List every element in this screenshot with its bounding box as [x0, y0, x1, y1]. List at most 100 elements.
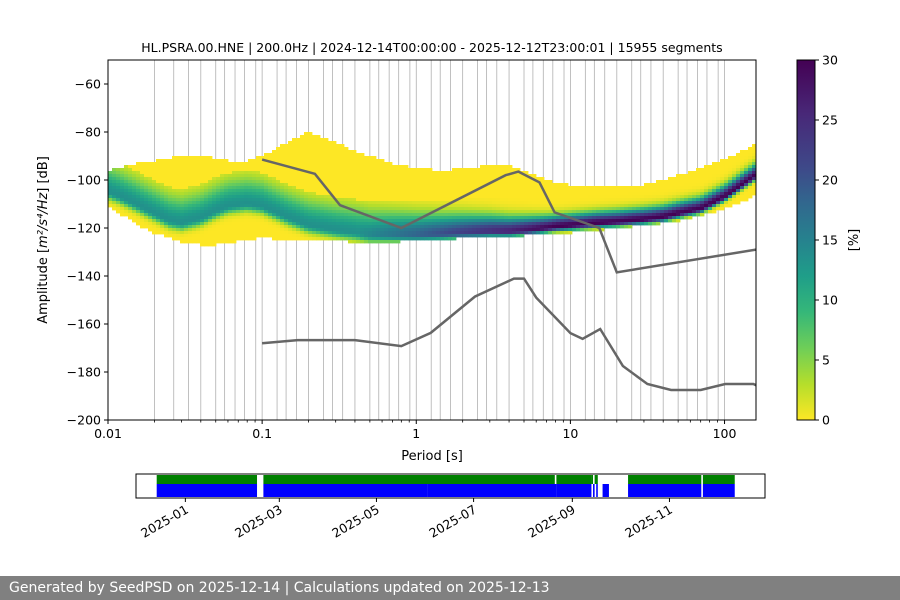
heatmap-cell [324, 237, 329, 241]
heatmap-cell [596, 210, 601, 214]
heatmap-cell [200, 237, 205, 241]
heatmap-cell [544, 219, 549, 223]
heatmap-cell [328, 174, 333, 178]
heatmap-cell [488, 213, 493, 217]
heatmap-cell [200, 234, 205, 238]
heatmap-cell [348, 213, 353, 217]
heatmap-cell [328, 225, 333, 229]
heatmap-cell [204, 231, 209, 235]
heatmap-cell [428, 183, 433, 187]
heatmap-cell [124, 198, 129, 202]
heatmap-cell [288, 228, 293, 232]
heatmap-cell [464, 225, 469, 229]
heatmap-cell [508, 180, 513, 184]
heatmap-cell [508, 204, 513, 208]
heatmap-cell [188, 168, 193, 172]
heatmap-cell [108, 183, 113, 187]
heatmap-cell [108, 180, 113, 184]
heatmap-cell [580, 225, 585, 229]
heatmap-cell [516, 177, 521, 181]
heatmap-cell [336, 216, 341, 220]
heatmap-cell [244, 165, 249, 169]
heatmap-cell [172, 171, 177, 175]
heatmap-cell [144, 198, 149, 202]
heatmap-cell [692, 171, 697, 175]
heatmap-cell [168, 177, 173, 181]
heatmap-cell [216, 204, 221, 208]
heatmap-cell [652, 189, 657, 193]
heatmap-cell [424, 171, 429, 175]
heatmap-cell [520, 189, 525, 193]
heatmap-cell [484, 201, 489, 205]
heatmap-cell [732, 192, 737, 196]
heatmap-cell [192, 168, 197, 172]
heatmap-cell [644, 219, 649, 223]
heatmap-cell [752, 165, 756, 169]
heatmap-cell [556, 204, 561, 208]
heatmap-cell [308, 222, 313, 226]
heatmap-cell [692, 198, 697, 202]
heatmap-cell [284, 204, 289, 208]
heatmap-cell [112, 177, 117, 181]
heatmap-cell [572, 195, 577, 199]
colorbar-tick-label: 0 [822, 413, 830, 428]
heatmap-cell [480, 171, 485, 175]
heatmap-cell [120, 210, 125, 214]
heatmap-cell [724, 183, 729, 187]
heatmap-cell [528, 225, 533, 229]
heatmap-cell [752, 174, 756, 178]
heatmap-cell [676, 180, 681, 184]
heatmap-cell [264, 174, 269, 178]
heatmap-cell [396, 231, 401, 235]
heatmap-cell [112, 189, 117, 193]
heatmap-cell [112, 183, 117, 187]
heatmap-cell [364, 201, 369, 205]
data-availability-timeline [156, 475, 735, 497]
heatmap-cell [532, 180, 537, 184]
heatmap-cell [668, 189, 673, 193]
heatmap-cell [428, 204, 433, 208]
heatmap-cell [752, 150, 756, 154]
heatmap-cell [520, 195, 525, 199]
heatmap-cell [400, 174, 405, 178]
heatmap-cell [216, 228, 221, 232]
heatmap-cell [532, 192, 537, 196]
heatmap-cell [152, 216, 157, 220]
heatmap-cell [404, 207, 409, 211]
heatmap-cell [204, 240, 209, 244]
heatmap-cell [348, 204, 353, 208]
heatmap-cell [408, 183, 413, 187]
heatmap-cell [200, 186, 205, 190]
heatmap-cell [248, 168, 253, 172]
heatmap-cell [420, 189, 425, 193]
heatmap-cell [528, 210, 533, 214]
heatmap-cell [436, 186, 441, 190]
heatmap-cell [280, 144, 285, 148]
heatmap-cell [224, 159, 229, 163]
heatmap-cell [192, 192, 197, 196]
heatmap-cell [512, 231, 517, 235]
heatmap-cell [136, 192, 141, 196]
heatmap-cell [536, 216, 541, 220]
heatmap-cell [584, 195, 589, 199]
heatmap-cell [404, 183, 409, 187]
heatmap-cell [188, 162, 193, 166]
heatmap-cell [384, 228, 389, 232]
heatmap-cell [684, 189, 689, 193]
heatmap-cell [572, 186, 577, 190]
heatmap-cell [264, 216, 269, 220]
heatmap-cell [168, 165, 173, 169]
heatmap-cell [640, 189, 645, 193]
heatmap-cell [624, 198, 629, 202]
heatmap-cell [556, 216, 561, 220]
heatmap-cell [292, 165, 297, 169]
heatmap-cell [144, 225, 149, 229]
heatmap-cell [724, 198, 729, 202]
heatmap-cell [252, 231, 257, 235]
colorbar [796, 59, 816, 421]
heatmap-cell [664, 216, 669, 220]
heatmap-cell [400, 165, 405, 169]
heatmap-cell [748, 156, 753, 160]
heatmap-cell [448, 180, 453, 184]
heatmap-cell [656, 183, 661, 187]
